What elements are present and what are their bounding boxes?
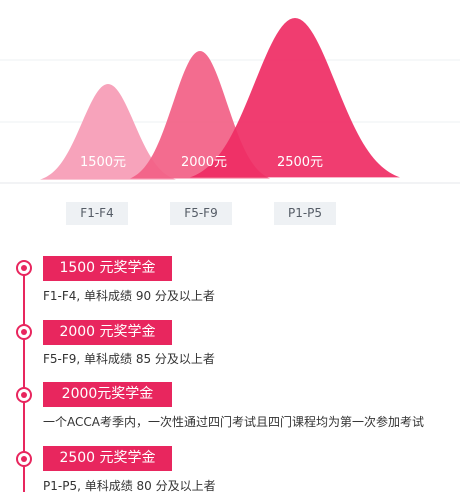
curve-f1-f4	[40, 84, 176, 180]
curve-p1-p5	[190, 18, 400, 178]
tick-label-p1-p5: P1-P5	[274, 202, 336, 225]
data-label-2000: 2000元	[181, 155, 227, 170]
timeline-line	[23, 268, 25, 492]
timeline-dot-3	[16, 387, 32, 403]
tick-label-f5-f9: F5-F9	[170, 202, 232, 225]
timeline-dot-4	[16, 451, 32, 467]
timeline-dot-2	[16, 324, 32, 340]
chart-data-labels: 1500元 2000元 2500元	[80, 155, 323, 170]
data-label-2500: 2500元	[277, 155, 323, 170]
scholarship-desc-2500: P1-P5, 单科成绩 80 分及以上者	[43, 479, 216, 493]
scholarship-desc-1500: F1-F4, 单科成绩 90 分及以上者	[43, 289, 215, 303]
chart-curves	[40, 18, 400, 180]
scholarship-badge-2000: 2000 元奖学金	[43, 320, 172, 345]
scholarship-desc-2000-acca: 一个ACCA考季内，一次性通过四门考试且四门课程均为第一次参加考试	[43, 415, 424, 429]
data-label-1500: 1500元	[80, 155, 126, 170]
scholarship-badge-1500: 1500 元奖学金	[43, 256, 172, 281]
tick-label-f1-f4: F1-F4	[66, 202, 128, 225]
scholarship-desc-2000: F5-F9, 单科成绩 85 分及以上者	[43, 352, 215, 366]
scholarship-badge-2000-acca: 2000元奖学金	[43, 382, 172, 407]
timeline-dot-1	[16, 260, 32, 276]
scholarship-curve-chart: 1500元 2000元 2500元	[0, 18, 460, 184]
scholarship-badge-2500: 2500 元奖学金	[43, 446, 172, 471]
